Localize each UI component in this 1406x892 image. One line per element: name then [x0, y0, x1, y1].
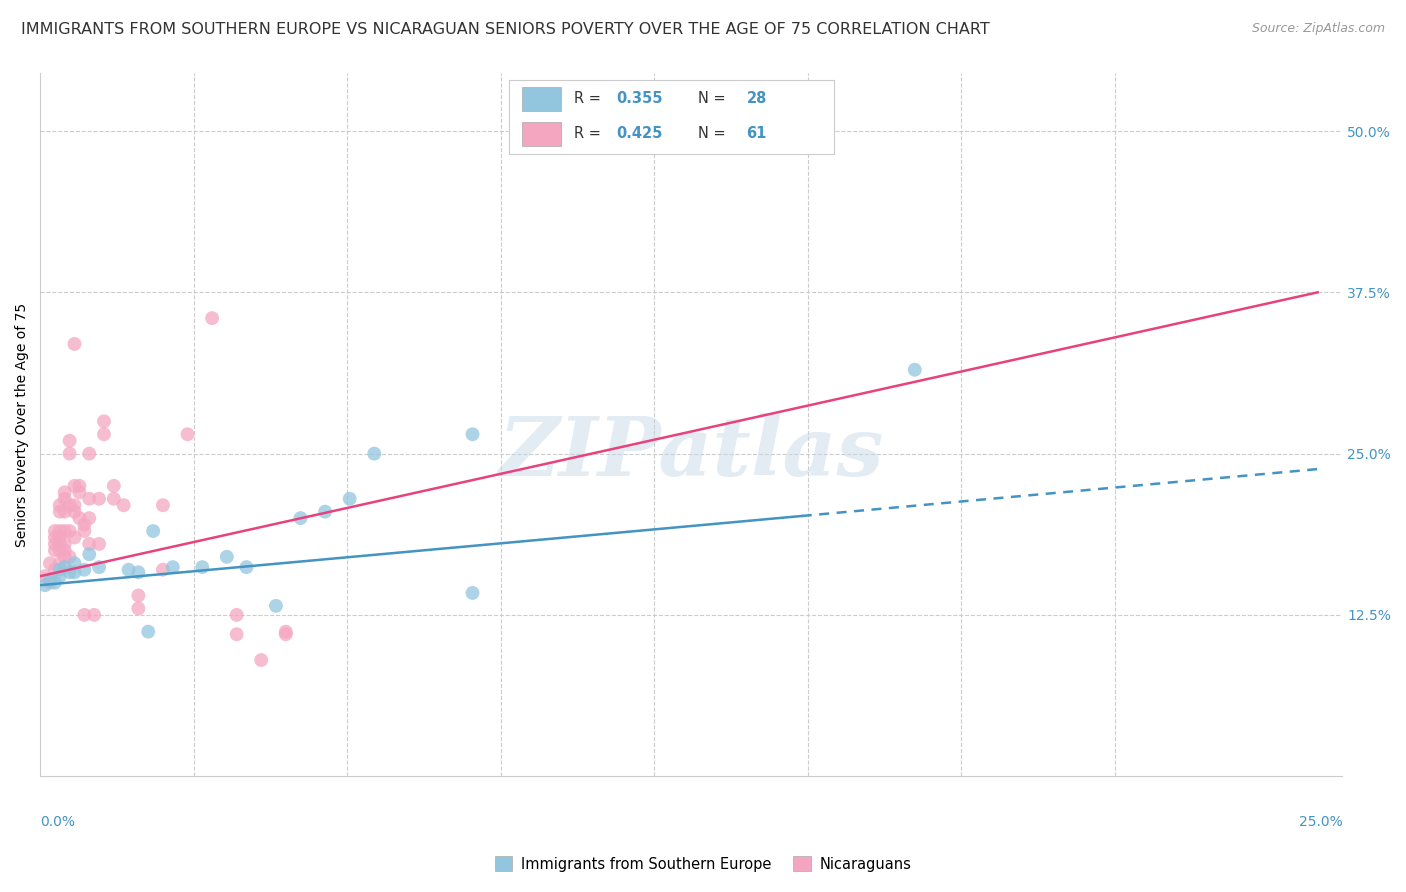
Point [235, 560, 257, 574]
Point [87, 491, 110, 506]
Point [225, 627, 247, 641]
Point [63, 498, 86, 512]
Point [58, 498, 80, 512]
Point [264, 599, 287, 613]
Point [44, 537, 66, 551]
Text: 0.0%: 0.0% [41, 814, 75, 829]
Point [49, 537, 72, 551]
Point [63, 479, 86, 493]
Point [67, 511, 90, 525]
Point [49, 563, 72, 577]
Point [49, 569, 72, 583]
Point [191, 560, 214, 574]
Point [49, 505, 72, 519]
Point [93, 414, 115, 428]
Point [136, 624, 159, 639]
Point [49, 498, 72, 512]
Point [53, 549, 76, 564]
Point [127, 589, 149, 603]
Point [339, 491, 361, 506]
Point [44, 543, 66, 558]
Point [225, 607, 247, 622]
Point [83, 607, 105, 622]
Point [290, 511, 312, 525]
Point [117, 563, 139, 577]
Point [44, 575, 66, 590]
Point [77, 447, 100, 461]
Point [49, 556, 72, 570]
Point [363, 447, 385, 461]
Point [201, 311, 224, 326]
Point [39, 556, 62, 570]
Point [274, 627, 297, 641]
Point [39, 573, 62, 587]
Legend: Immigrants from Southern Europe, Nicaraguans: Immigrants from Southern Europe, Nicarag… [489, 850, 917, 878]
Point [53, 491, 76, 506]
Point [904, 363, 927, 377]
Point [73, 563, 96, 577]
Point [58, 447, 80, 461]
Point [142, 524, 165, 538]
Point [63, 566, 86, 580]
Point [87, 537, 110, 551]
Point [39, 575, 62, 590]
Point [314, 505, 336, 519]
Point [67, 485, 90, 500]
Point [63, 505, 86, 519]
Point [63, 531, 86, 545]
Point [112, 498, 135, 512]
Point [103, 479, 125, 493]
Point [77, 491, 100, 506]
Point [162, 560, 184, 574]
Point [461, 427, 484, 442]
Point [93, 427, 115, 442]
Point [63, 556, 86, 570]
Point [58, 434, 80, 448]
Point [67, 479, 90, 493]
Y-axis label: Seniors Poverty Over the Age of 75: Seniors Poverty Over the Age of 75 [15, 302, 30, 547]
Point [127, 566, 149, 580]
Point [58, 566, 80, 580]
Point [152, 498, 174, 512]
Point [53, 543, 76, 558]
Point [34, 569, 56, 583]
Point [49, 531, 72, 545]
Point [77, 511, 100, 525]
Point [250, 653, 273, 667]
Text: 25.0%: 25.0% [1299, 814, 1343, 829]
Point [58, 549, 80, 564]
Point [49, 543, 72, 558]
Text: Source: ZipAtlas.com: Source: ZipAtlas.com [1251, 22, 1385, 36]
Point [176, 427, 198, 442]
Point [53, 537, 76, 551]
Point [77, 547, 100, 561]
Point [73, 517, 96, 532]
Text: IMMIGRANTS FROM SOUTHERN EUROPE VS NICARAGUAN SENIORS POVERTY OVER THE AGE OF 75: IMMIGRANTS FROM SOUTHERN EUROPE VS NICAR… [21, 22, 990, 37]
Point [152, 563, 174, 577]
Point [49, 524, 72, 538]
Point [73, 607, 96, 622]
Point [274, 624, 297, 639]
Point [63, 337, 86, 351]
Point [461, 586, 484, 600]
Point [215, 549, 238, 564]
Text: ZIPatlas: ZIPatlas [499, 413, 884, 492]
Point [53, 560, 76, 574]
Point [44, 524, 66, 538]
Point [44, 563, 66, 577]
Point [58, 524, 80, 538]
Point [53, 485, 76, 500]
Point [34, 578, 56, 592]
Point [103, 491, 125, 506]
Point [77, 537, 100, 551]
Point [53, 505, 76, 519]
Point [53, 524, 76, 538]
Point [73, 524, 96, 538]
Point [87, 560, 110, 574]
Point [127, 601, 149, 615]
Point [44, 531, 66, 545]
